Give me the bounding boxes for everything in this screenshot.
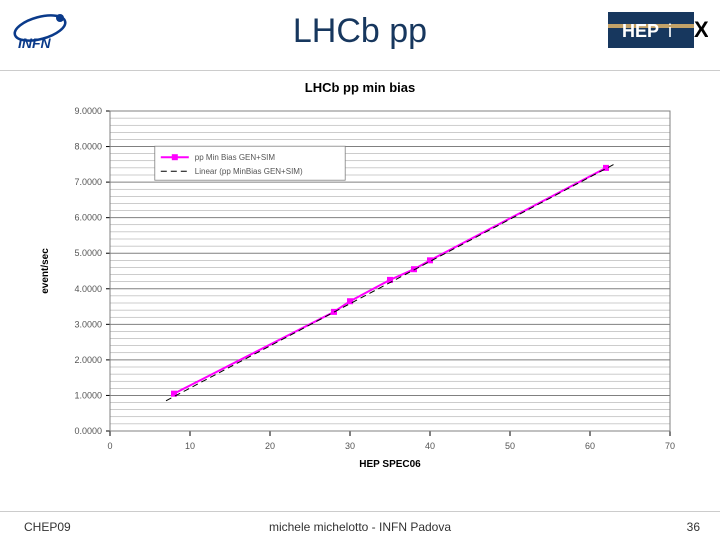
hepix-logo: HEP i X (608, 6, 708, 56)
svg-text:50: 50 (505, 441, 515, 451)
svg-text:5.0000: 5.0000 (74, 248, 102, 258)
svg-text:30: 30 (345, 441, 355, 451)
svg-text:Linear (pp MinBias GEN+SIM): Linear (pp MinBias GEN+SIM) (195, 167, 303, 176)
svg-text:40: 40 (425, 441, 435, 451)
svg-text:9.0000: 9.0000 (74, 106, 102, 116)
svg-text:3.0000: 3.0000 (74, 319, 102, 329)
footer-page-number: 36 (687, 520, 700, 534)
svg-text:4.0000: 4.0000 (74, 284, 102, 294)
svg-text:10: 10 (185, 441, 195, 451)
svg-text:70: 70 (665, 441, 675, 451)
chart-svg: 0 10 20 30 40 50 60 70 0.0000 1.0000 2.0000 3.0000 4… (30, 101, 690, 471)
slide-header: INFN LHCb pp HEP i X (0, 0, 720, 71)
slide-footer: CHEP09 michele michelotto - INFN Padova … (0, 511, 720, 540)
svg-text:60: 60 (585, 441, 595, 451)
svg-text:20: 20 (265, 441, 275, 451)
chart-container: LHCb pp min bias 0 10 20 30 40 50 60 70 0.0000 1.… (30, 80, 690, 480)
svg-text:6.0000: 6.0000 (74, 213, 102, 223)
svg-text:0.0000: 0.0000 (74, 426, 102, 436)
chart-title: LHCb pp min bias (30, 80, 690, 95)
svg-text:2.0000: 2.0000 (74, 355, 102, 365)
svg-text:1.0000: 1.0000 (74, 390, 102, 400)
svg-text:pp Min Bias GEN+SIM: pp Min Bias GEN+SIM (195, 153, 276, 162)
svg-text:X: X (694, 17, 708, 42)
svg-text:HEP SPEC06: HEP SPEC06 (359, 459, 421, 470)
svg-text:HEP: HEP (622, 21, 659, 41)
svg-text:7.0000: 7.0000 (74, 177, 102, 187)
svg-text:i: i (668, 21, 672, 41)
footer-center: michele michelotto - INFN Padova (0, 520, 720, 534)
svg-text:event/sec: event/sec (40, 248, 51, 294)
svg-text:8.0000: 8.0000 (74, 142, 102, 152)
svg-text:0: 0 (107, 441, 112, 451)
